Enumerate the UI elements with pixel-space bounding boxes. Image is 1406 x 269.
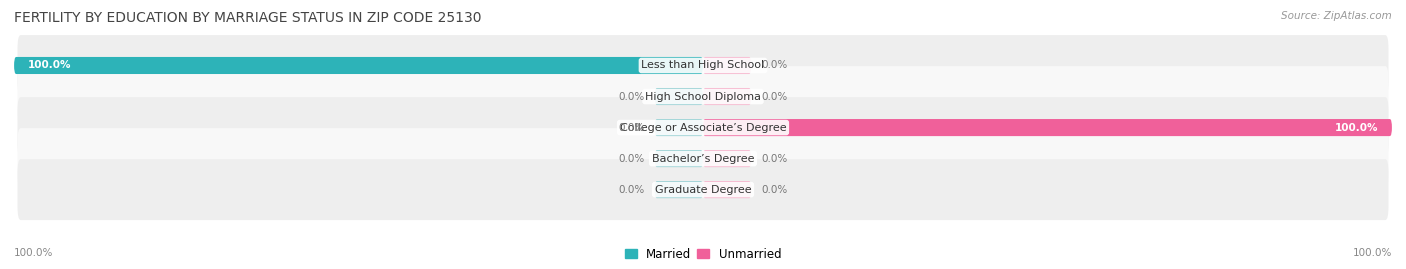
Text: 0.0%: 0.0% xyxy=(762,154,787,164)
FancyBboxPatch shape xyxy=(17,97,1389,158)
FancyBboxPatch shape xyxy=(703,88,751,105)
Text: 100.0%: 100.0% xyxy=(1353,248,1392,258)
FancyBboxPatch shape xyxy=(655,119,703,136)
Text: High School Diploma: High School Diploma xyxy=(645,91,761,101)
Text: 100.0%: 100.0% xyxy=(14,248,53,258)
FancyBboxPatch shape xyxy=(655,88,703,105)
FancyBboxPatch shape xyxy=(655,181,703,198)
Text: Bachelor’s Degree: Bachelor’s Degree xyxy=(652,154,754,164)
Text: Less than High School: Less than High School xyxy=(641,61,765,70)
Text: 0.0%: 0.0% xyxy=(619,154,644,164)
FancyBboxPatch shape xyxy=(703,57,751,74)
FancyBboxPatch shape xyxy=(703,150,751,167)
Text: 100.0%: 100.0% xyxy=(1334,123,1378,133)
Text: College or Associate’s Degree: College or Associate’s Degree xyxy=(620,123,786,133)
FancyBboxPatch shape xyxy=(17,128,1389,189)
Legend: Married, Unmarried: Married, Unmarried xyxy=(620,243,786,265)
Text: FERTILITY BY EDUCATION BY MARRIAGE STATUS IN ZIP CODE 25130: FERTILITY BY EDUCATION BY MARRIAGE STATU… xyxy=(14,11,482,25)
FancyBboxPatch shape xyxy=(17,66,1389,127)
FancyBboxPatch shape xyxy=(655,150,703,167)
Text: 0.0%: 0.0% xyxy=(762,61,787,70)
Text: Graduate Degree: Graduate Degree xyxy=(655,185,751,195)
Text: 0.0%: 0.0% xyxy=(762,91,787,101)
FancyBboxPatch shape xyxy=(17,159,1389,220)
Text: 0.0%: 0.0% xyxy=(619,91,644,101)
Text: 0.0%: 0.0% xyxy=(762,185,787,195)
FancyBboxPatch shape xyxy=(703,181,751,198)
Text: 100.0%: 100.0% xyxy=(28,61,72,70)
Text: Source: ZipAtlas.com: Source: ZipAtlas.com xyxy=(1281,11,1392,21)
Text: 0.0%: 0.0% xyxy=(619,185,644,195)
FancyBboxPatch shape xyxy=(703,119,1392,136)
FancyBboxPatch shape xyxy=(17,35,1389,96)
FancyBboxPatch shape xyxy=(14,57,703,74)
Text: 0.0%: 0.0% xyxy=(619,123,644,133)
